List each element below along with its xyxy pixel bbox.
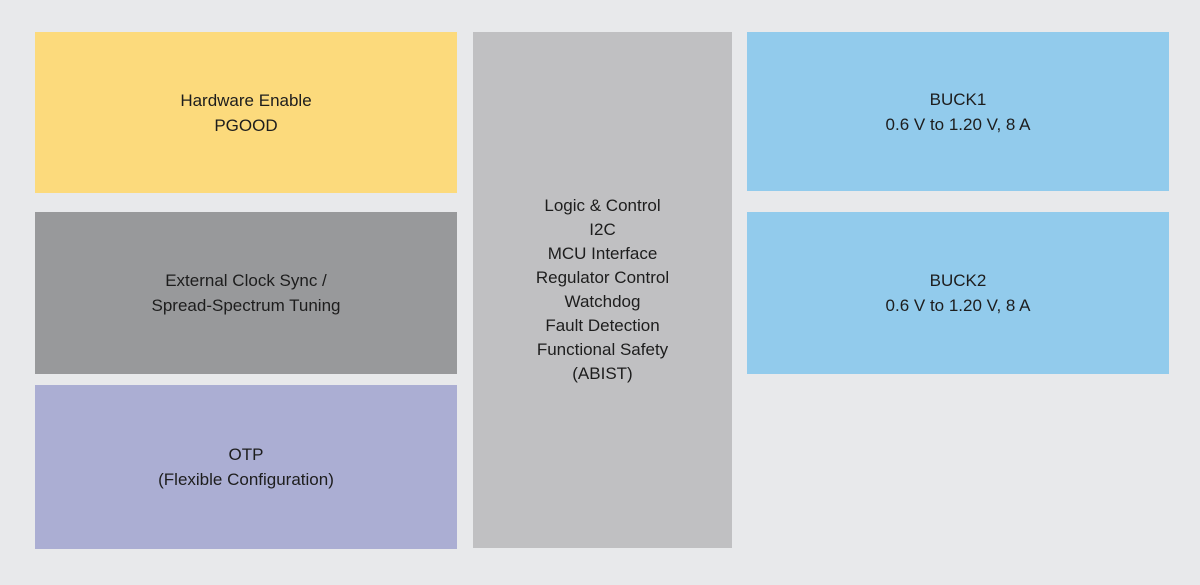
block-text-line: (Flexible Configuration): [158, 470, 334, 489]
block-text-line: OTP: [228, 445, 264, 464]
block-text-line: Watchdog: [564, 292, 641, 311]
block-text-line: Fault Detection: [545, 316, 660, 335]
block-text-line: Spread-Spectrum Tuning: [151, 296, 341, 315]
block-text-line: MCU Interface: [547, 244, 658, 263]
block-text-line: Logic & Control: [544, 196, 661, 215]
block-text-line: Hardware Enable: [180, 90, 312, 110]
block-text-line: 0.6 V to 1.20 V, 8 A: [885, 114, 1031, 134]
block-buck2: BUCK2 0.6 V to 1.20 V, 8 A: [747, 212, 1169, 374]
block-buck1: BUCK1 0.6 V to 1.20 V, 8 A: [747, 32, 1169, 191]
block-text-line: External Clock Sync /: [165, 271, 327, 290]
block-hardware-enable-pgood: Hardware Enable PGOOD: [35, 32, 457, 193]
block-text-line: PGOOD: [214, 115, 278, 135]
block-logic-and-control: Logic & Control I2C MCU Interface Regula…: [473, 32, 732, 548]
block-text-line: Regulator Control: [535, 268, 670, 287]
block-otp: OTP (Flexible Configuration): [35, 385, 457, 549]
block-text-line: 0.6 V to 1.20 V, 8 A: [885, 296, 1031, 315]
block-text-line: I2C: [589, 220, 616, 239]
block-text-line: BUCK2: [929, 271, 987, 290]
block-external-clock-sync: External Clock Sync / Spread-Spectrum Tu…: [35, 212, 457, 374]
block-text-line: (ABIST): [572, 364, 633, 383]
block-text-line: BUCK1: [929, 89, 987, 109]
block-text-line: Functional Safety: [536, 340, 669, 359]
